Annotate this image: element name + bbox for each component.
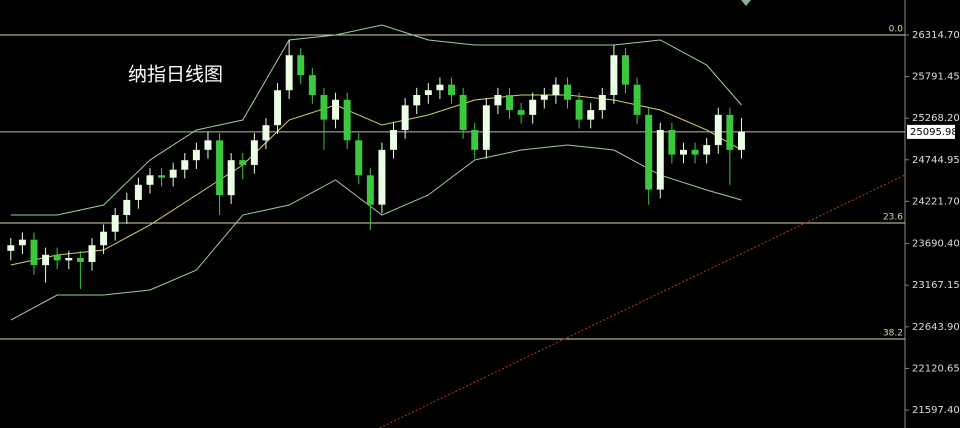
candle-body <box>610 55 618 95</box>
candle-body <box>737 131 745 150</box>
candle-body <box>158 175 166 178</box>
candle-body <box>471 129 479 150</box>
candle-body <box>111 215 119 232</box>
indicator-line <box>10 144 742 321</box>
candle-body <box>227 160 235 196</box>
candle-body <box>7 245 15 251</box>
chart-title: 纳指日线图 <box>128 64 223 86</box>
y-tick-label: 24744.95 <box>912 155 960 166</box>
candle-body <box>192 149 200 161</box>
candle-body <box>494 94 502 106</box>
candle-body <box>146 175 154 185</box>
candle-body <box>482 105 490 150</box>
candle-body <box>204 140 212 150</box>
candle-body <box>575 99 583 120</box>
candle-body <box>529 99 537 115</box>
price-tag <box>907 124 955 139</box>
candle-body <box>343 99 351 141</box>
y-tick-label: 23167.15 <box>912 280 960 291</box>
candle-body <box>308 75 316 95</box>
candle-body <box>297 55 305 76</box>
candle-body <box>239 160 247 165</box>
fib-label: 0.0 <box>889 25 904 35</box>
candle-body <box>88 245 96 262</box>
candle-body <box>274 90 282 126</box>
candle-body <box>250 140 258 165</box>
candle-body <box>680 149 687 155</box>
candle-body <box>76 257 84 262</box>
candle-body <box>703 145 711 155</box>
candle-body <box>378 149 386 205</box>
candle-body <box>390 129 398 150</box>
candle-body <box>355 140 363 176</box>
candle-body <box>123 199 131 216</box>
candle-body <box>645 114 653 190</box>
y-tick-label: 23690.40 <box>912 239 960 250</box>
scroll-marker <box>741 0 751 6</box>
trendline <box>379 174 906 428</box>
candle-body <box>181 160 189 170</box>
candle-body <box>320 94 328 120</box>
indicator-line <box>10 24 742 216</box>
candle-body <box>42 254 50 266</box>
candle-body <box>65 257 73 261</box>
candle-body <box>262 125 270 141</box>
candle-body <box>448 84 455 95</box>
y-tick-label: 25268.20 <box>912 113 960 124</box>
candle-body <box>656 129 664 190</box>
y-tick-label: 21597.40 <box>912 405 960 416</box>
candle-body <box>424 90 432 95</box>
y-tick-label: 22643.90 <box>912 322 960 333</box>
candle-body <box>332 99 340 120</box>
candle-body <box>18 239 26 246</box>
candle-body <box>459 94 467 130</box>
candle-body <box>30 239 38 266</box>
candle-body <box>564 84 571 100</box>
candle-body <box>436 84 444 91</box>
candle-body <box>517 110 525 115</box>
y-tick-label: 25791.45 <box>912 72 960 83</box>
candle-body <box>714 114 722 146</box>
candle-body <box>134 184 142 200</box>
candle-body <box>552 84 560 95</box>
indicator-line <box>10 94 742 266</box>
candle-body <box>401 105 409 130</box>
y-tick-label: 22120.65 <box>912 363 960 374</box>
candle-body <box>100 231 108 246</box>
candle-body <box>598 94 606 111</box>
price-tag-label: 25095.98 <box>910 127 958 138</box>
candle-body <box>668 129 676 155</box>
candle-body <box>53 254 61 261</box>
candle-body <box>622 55 629 85</box>
candle-body <box>216 140 224 196</box>
y-tick-label: 24221.70 <box>912 196 960 207</box>
candle-body <box>285 55 293 91</box>
fib-label: 38.2 <box>883 328 903 338</box>
candle-body <box>413 94 421 106</box>
candle-body <box>726 114 734 150</box>
candle-body <box>506 94 513 111</box>
candle-body <box>633 84 641 115</box>
candle-body <box>587 110 595 120</box>
y-tick-label: 26314.70 <box>912 30 960 41</box>
candle-body <box>691 149 699 155</box>
fib-label: 23.6 <box>883 212 903 222</box>
candle-body <box>169 169 177 178</box>
candle-body <box>366 175 374 205</box>
candle-body <box>540 94 548 100</box>
